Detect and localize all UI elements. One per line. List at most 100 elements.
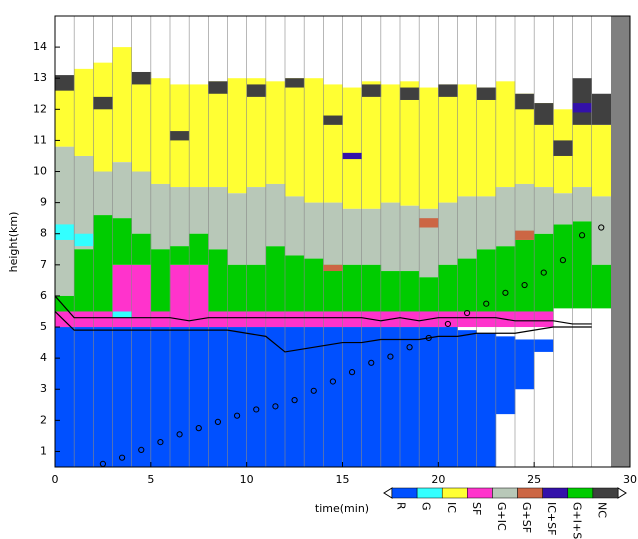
class-cell [534,311,553,327]
class-cell [381,203,400,271]
class-cell [304,78,323,202]
class-cell [343,265,362,312]
no-data-panel [611,16,630,467]
legend-swatch [467,488,492,498]
class-cell [458,196,477,258]
class-cell [553,140,572,156]
chart: time(min) height(km) 0510152025301234567… [0,0,638,539]
class-cell [93,63,112,172]
class-cell [228,193,247,265]
class-cell [438,203,457,265]
class-cell [515,339,534,389]
class-cell [458,330,477,467]
class-cell [208,311,227,327]
class-cell [458,84,477,196]
legend-swatch [392,488,417,498]
class-cell [419,277,438,311]
class-cell [515,240,534,312]
class-cell [323,265,342,271]
class-cell [247,265,266,312]
class-cell [573,103,592,112]
class-cell [151,327,170,467]
class-cell [93,215,112,311]
class-cell [113,162,132,218]
class-cell [496,81,515,187]
class-cell [362,84,381,96]
x-tick-label: 15 [336,473,350,486]
y-tick-label: 10 [33,165,47,178]
class-cell [362,327,381,467]
y-tick-label: 6 [40,289,47,302]
class-cell [438,265,457,312]
class-cell [74,69,93,156]
class-cell [285,327,304,467]
class-cell [113,218,132,265]
legend-label: R [395,502,408,510]
legend-label: G+I+S [570,502,583,539]
class-cell [323,84,342,202]
colorbar-arrow [384,488,392,498]
class-cell [151,249,170,311]
class-cell [266,184,285,246]
class-cell [592,94,611,125]
class-cell [113,47,132,162]
legend-label: SF [470,502,483,515]
class-cell [343,209,362,265]
y-tick-label: 5 [40,320,47,333]
plot-area [55,16,611,467]
class-cell [323,116,342,125]
class-cell [93,311,112,327]
class-cell [343,88,362,209]
class-cell [113,311,132,317]
class-cell [573,187,592,221]
class-cell [189,327,208,467]
legend-label: NC [595,502,608,518]
legend-label: G+IC [495,502,508,531]
class-cell [151,311,170,327]
class-cell [592,125,611,197]
class-cell [189,187,208,234]
class-cell [228,311,247,327]
class-cell [170,187,189,246]
class-cell [55,296,74,312]
class-cell [74,311,93,327]
class-cell [438,84,457,202]
class-cell [55,327,74,467]
class-cell [285,255,304,311]
class-cell [553,224,572,308]
class-cell [419,88,438,209]
x-tick-label: 0 [52,473,59,486]
class-cell [343,311,362,327]
class-cell [592,196,611,264]
legend-swatch [417,488,442,498]
colorbar-arrow [618,488,626,498]
x-tick-label: 25 [527,473,541,486]
class-cell [400,88,419,100]
class-cell [208,187,227,249]
class-cell [151,78,170,184]
legend-swatch [568,488,593,498]
class-cell [553,193,572,224]
class-cell [55,147,74,296]
class-cell [304,311,323,327]
class-cell [247,84,266,96]
class-cell [304,203,323,259]
legend-swatch [543,488,568,498]
class-cell [438,84,457,96]
legend-label: G+SF [520,502,533,533]
class-cell [534,103,553,125]
class-cell [477,196,496,249]
class-cell [573,221,592,308]
class-cell [74,249,93,311]
class-cell [400,327,419,467]
class-cell [477,249,496,311]
class-cell [93,172,112,216]
class-cell [228,78,247,193]
class-cell [419,327,438,467]
x-tick-label: 5 [147,473,154,486]
class-cell [132,234,151,265]
class-cell [496,336,515,414]
class-cell [381,327,400,467]
class-cell [458,311,477,327]
class-cell [592,265,611,309]
